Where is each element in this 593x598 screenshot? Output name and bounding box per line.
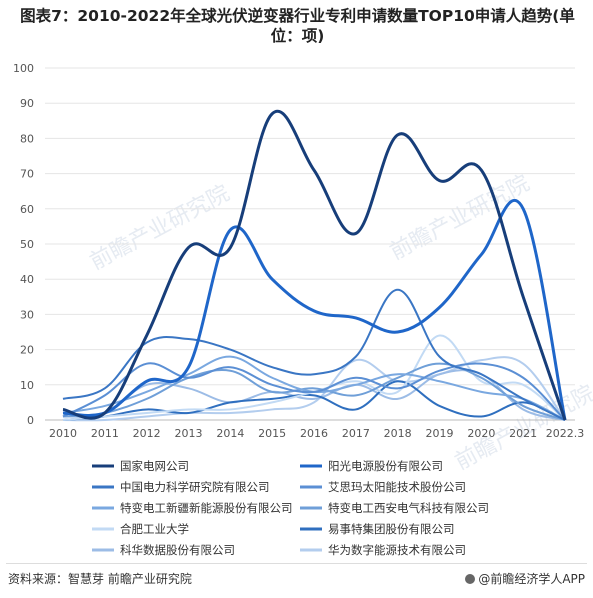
y-tick-label: 30	[20, 308, 34, 321]
watermark-text: 前瞻产业研究院	[386, 171, 534, 265]
series-line	[62, 362, 566, 421]
series-line	[62, 362, 566, 421]
legend-label: 艾思玛太阳能技术股份公司	[328, 480, 466, 494]
legend-label: 合肥工业大学	[120, 522, 189, 536]
series-lines	[62, 109, 567, 422]
footer-divider	[6, 563, 587, 564]
y-tick-label: 60	[20, 203, 34, 216]
legend-label: 中国电力科学研究院有限公司	[120, 480, 270, 494]
x-tick-label: 2019	[426, 427, 454, 440]
series-line	[62, 109, 567, 421]
series-line	[62, 288, 566, 421]
x-tick-label: 2014	[216, 427, 244, 440]
legend-label: 科华数据股份有限公司	[120, 543, 235, 557]
x-tick-label: 2021	[509, 427, 537, 440]
brand-credit: @前瞻经济学人APP	[465, 570, 585, 587]
y-axis: 0 10 20 30 40 50 60 70 80 90 100	[13, 62, 34, 427]
legend-label: 国家电网公司	[120, 459, 189, 473]
y-tick-label: 40	[20, 273, 34, 286]
y-tick-label: 80	[20, 132, 34, 145]
x-tick-label: 2016	[300, 427, 328, 440]
chart-title: 图表7：2010-2022年全球光伏逆变器行业专利申请数量TOP10申请人趋势(…	[20, 7, 575, 45]
y-tick-label: 20	[20, 344, 34, 357]
series-line	[62, 198, 567, 421]
y-tick-label: 90	[20, 97, 34, 110]
x-tick-label: 2018	[384, 427, 412, 440]
y-tick-label: 10	[20, 379, 34, 392]
x-tick-label: 2011	[91, 427, 119, 440]
x-tick-label: 2013	[175, 427, 203, 440]
legend-label: 阳光电源股份有限公司	[328, 459, 443, 473]
y-tick-label: 70	[20, 168, 34, 181]
legend-label: 特变电工新疆新能源股份有限公司	[120, 501, 293, 515]
x-tick-label: 2015	[258, 427, 286, 440]
x-tick-label: 2020	[467, 427, 495, 440]
x-axis: 2010 2011 2012 2013 2014 2015 2016 2017 2018 2019…	[49, 427, 584, 440]
x-tick-label: 2010	[49, 427, 77, 440]
y-tick-label: 0	[27, 414, 34, 427]
x-tick-label: 2022.3	[546, 427, 585, 440]
y-tick-label: 100	[13, 62, 34, 75]
brand-text: @前瞻经济学人APP	[478, 572, 585, 586]
legend-label: 易事特集团股份有限公司	[328, 522, 455, 536]
series-line	[62, 356, 566, 422]
y-tick-label: 50	[20, 238, 34, 251]
legend-label: 特变电工西安电气科技有限公司	[328, 501, 489, 515]
x-tick-label: 2017	[342, 427, 370, 440]
series-line	[62, 380, 566, 421]
watermark-text: 前瞻产业研究院	[86, 181, 234, 275]
x-tick-label: 2012	[133, 427, 161, 440]
source-note: 资料来源：智慧芽 前瞻产业研究院	[8, 572, 192, 586]
legend-label: 华为数字能源技术有限公司	[328, 543, 466, 557]
brand-logo-icon	[465, 574, 476, 584]
